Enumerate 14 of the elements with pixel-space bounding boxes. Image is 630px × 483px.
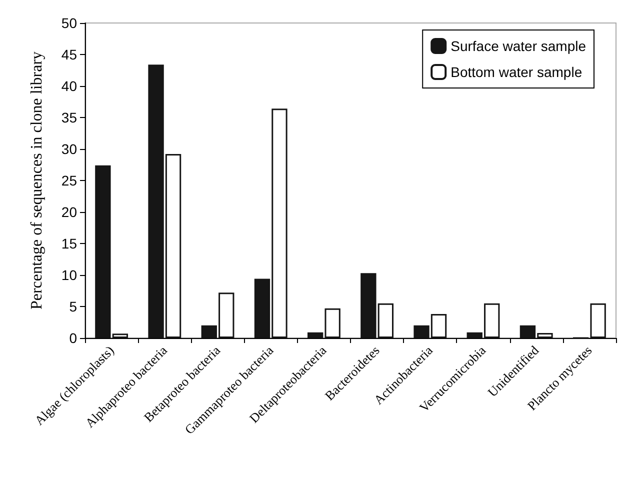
y-tick-label: 20 <box>61 204 78 220</box>
y-tick-label: 35 <box>61 110 78 126</box>
y-tick-label: 30 <box>61 141 78 157</box>
y-tick-label: 40 <box>61 78 78 94</box>
y-tick-label: 10 <box>61 267 78 283</box>
y-tick-label: 15 <box>61 236 78 252</box>
y-axis-title: Percentage of sequences in clone library <box>28 51 46 310</box>
y-tick-label: 50 <box>61 15 78 31</box>
y-tick-label: 0 <box>69 330 78 346</box>
y-tick-label: 45 <box>61 46 78 62</box>
legend-label: Bottom water sample <box>450 64 582 80</box>
y-tick-label: 5 <box>69 298 78 314</box>
legend-label: Surface water sample <box>450 38 586 54</box>
y-tick-label: 25 <box>61 172 78 188</box>
